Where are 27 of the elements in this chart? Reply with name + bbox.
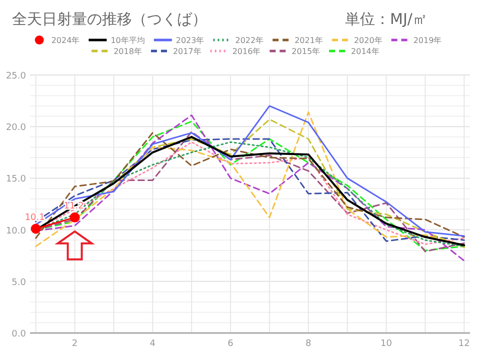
legend-label: 2020年 (354, 36, 382, 45)
x-tick-label: 12 (458, 339, 470, 349)
x-tick-label: 10 (380, 339, 392, 349)
data-label: 10.1 (24, 212, 45, 223)
legend-label: 2021年 (294, 36, 323, 45)
chart-title: 全天日射量の推移（つくば） (12, 10, 207, 28)
legend-label: 2023年 (176, 36, 204, 45)
x-tick-label: 2 (72, 339, 78, 349)
y-tick-label: 0.0 (12, 330, 26, 340)
legend-label: 2019年 (413, 36, 442, 45)
legend-label: 2016年 (232, 47, 261, 56)
chart-subtitle: 単位：MJ/㎡ (345, 10, 428, 28)
legend-label: 2024年 (51, 36, 80, 45)
x-tick-label: 6 (228, 339, 234, 349)
x-tick-label: 4 (150, 339, 156, 349)
legend-label: 2015年 (292, 47, 320, 56)
legend-label: 2018年 (114, 47, 142, 56)
legend-label: 2022年 (235, 36, 264, 45)
legend-label: 2017年 (172, 47, 202, 56)
y-tick-label: 20.0 (6, 123, 26, 134)
y-tick-label: 10.0 (6, 226, 26, 236)
legend-label: 10年平均 (110, 36, 145, 45)
x-tick-label: 8 (306, 339, 312, 349)
legend-label: 2014年 (351, 47, 380, 56)
y-tick-label: 25.0 (6, 72, 26, 82)
y-tick-label: 5.0 (12, 278, 26, 288)
y-tick-label: 15.0 (6, 174, 26, 185)
